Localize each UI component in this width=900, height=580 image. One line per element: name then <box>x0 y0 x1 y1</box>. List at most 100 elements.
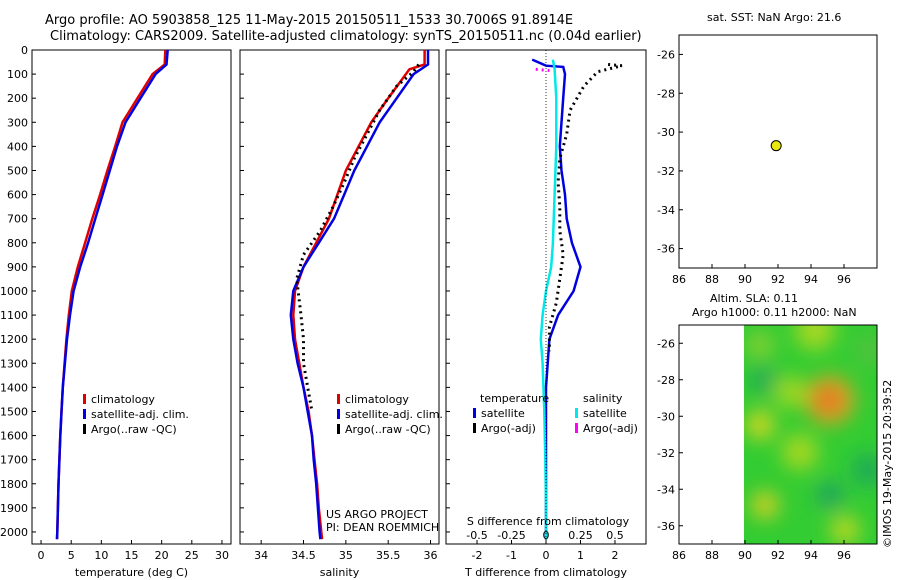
x-tick-label: 25 <box>185 549 199 562</box>
y-tick-label: -36 <box>657 520 675 533</box>
legend-label: climatology <box>91 393 155 406</box>
s-axis-label: S difference from climatology <box>467 515 630 528</box>
sla-heatmap <box>744 325 877 544</box>
y-tick-label: 1200 <box>0 333 28 346</box>
series-satellite-adj-clim- <box>289 50 430 540</box>
x-tick-label: 36 <box>424 549 438 562</box>
x-tick-label: 15 <box>125 549 139 562</box>
x-tick-label: 20 <box>155 549 169 562</box>
y-tick-label: 600 <box>7 189 28 202</box>
legend-label: satellite <box>583 407 627 420</box>
y-tick-label: -32 <box>657 165 675 178</box>
x-tick-label: 2 <box>611 549 618 562</box>
s-tick-label: 0.5 <box>606 529 624 542</box>
argo-location-marker <box>770 140 782 152</box>
x-tick-label: 0 <box>543 549 550 562</box>
y-tick-label: 100 <box>7 68 28 81</box>
legend-label: Argo(..raw -QC) <box>91 423 177 436</box>
x-tick-label: 94 <box>804 273 818 286</box>
legend-swatch <box>473 423 476 433</box>
map-sla-title-2: Argo h1000: 0.11 h2000: NaN <box>692 306 857 319</box>
y-tick-label: 800 <box>7 237 28 250</box>
x-tick-label: -1 <box>506 549 517 562</box>
temperature-axes-frame <box>31 49 232 545</box>
series-satellite-adj-clim- <box>55 49 169 540</box>
y-tick-label: 0 <box>21 44 28 57</box>
x-axis-label: salinity <box>320 566 360 579</box>
x-tick-label: 5 <box>68 549 75 562</box>
y-tick-label: -34 <box>657 483 675 496</box>
y-tick-label: 400 <box>7 140 28 153</box>
x-tick-label: 96 <box>837 549 851 562</box>
legend-label: climatology <box>345 393 409 406</box>
x-tick-label: 86 <box>672 273 686 286</box>
legend-swatch <box>83 394 86 404</box>
series-t-argo <box>547 63 623 352</box>
x-tick-label: 88 <box>705 273 719 286</box>
legend-swatch <box>575 408 578 418</box>
side-timestamp: ©IMOS 19-May-2015 20:39:52 <box>881 380 894 548</box>
y-tick-label: -30 <box>657 126 675 139</box>
y-tick-label: -34 <box>657 204 675 217</box>
map-sla-title-1: Altim. SLA: 0.11 <box>710 292 798 305</box>
legend-swatch <box>337 394 340 404</box>
s-tick-label: -0.5 <box>466 529 487 542</box>
legend-swatch <box>575 423 578 433</box>
y-tick-label: 200 <box>7 92 28 105</box>
y-tick-label: -26 <box>657 48 675 61</box>
x-tick-label: 90 <box>738 273 752 286</box>
y-tick-label: 1600 <box>0 430 28 443</box>
s-tick-label: 0 <box>543 529 550 542</box>
legend-header-temperature: temperature <box>480 392 549 405</box>
legend-label: Argo(..raw -QC) <box>345 423 431 436</box>
s-tick-label: -0.25 <box>497 529 525 542</box>
x-tick-label: 35 <box>339 549 353 562</box>
map-sst-title: sat. SST: NaN Argo: 21.6 <box>707 11 841 24</box>
x-tick-label: 30 <box>215 549 229 562</box>
salinity-axes-frame <box>239 49 440 545</box>
y-tick-label: 1700 <box>0 454 28 467</box>
x-tick-label: 10 <box>94 549 108 562</box>
project-line-2: PI: DEAN ROEMMICH <box>326 521 439 534</box>
series-s-argo <box>535 67 550 72</box>
y-tick-label: -30 <box>657 410 675 423</box>
x-axis-label: temperature (deg C) <box>75 566 188 579</box>
x-tick-label: 96 <box>837 273 851 286</box>
y-tick-label: 900 <box>7 261 28 274</box>
y-tick-label: -36 <box>657 243 675 256</box>
x-tick-label: 86 <box>672 549 686 562</box>
legend-swatch <box>473 408 476 418</box>
y-tick-label: 700 <box>7 213 28 226</box>
x-tick-label: 94 <box>804 549 818 562</box>
y-tick-label: 1500 <box>0 405 28 418</box>
series-s-satellite <box>539 59 558 540</box>
y-tick-label: 1800 <box>0 478 28 491</box>
y-tick-label: 300 <box>7 116 28 129</box>
project-line-1: US ARGO PROJECT <box>326 508 428 521</box>
x-tick-label: 0 <box>38 549 45 562</box>
s-tick-label: 0.25 <box>568 529 593 542</box>
y-tick-label: -32 <box>657 447 675 460</box>
series-climatology <box>292 50 426 540</box>
x-tick-label: 34.5 <box>291 549 316 562</box>
y-tick-label: -26 <box>657 337 675 350</box>
x-tick-label: 34 <box>254 549 268 562</box>
legend-header-salinity: salinity <box>583 392 623 405</box>
x-tick-label: 90 <box>738 549 752 562</box>
y-tick-label: 2000 <box>0 526 28 539</box>
y-tick-label: 500 <box>7 164 28 177</box>
x-tick-label: 88 <box>705 549 719 562</box>
legend-label: satellite <box>481 407 525 420</box>
series-argo <box>295 63 420 412</box>
legend-swatch <box>83 424 86 434</box>
legend-swatch <box>337 424 340 434</box>
y-tick-label: 1000 <box>0 285 28 298</box>
x-tick-label: 92 <box>771 549 785 562</box>
y-tick-label: 1900 <box>0 502 28 515</box>
legend-label: Argo(-adj) <box>583 422 638 435</box>
y-tick-label: -28 <box>657 87 675 100</box>
header-line-2: Climatology: CARS2009. Satellite-adjuste… <box>50 29 642 44</box>
legend-label: Argo(-adj) <box>481 422 536 435</box>
y-tick-label: 1300 <box>0 357 28 370</box>
